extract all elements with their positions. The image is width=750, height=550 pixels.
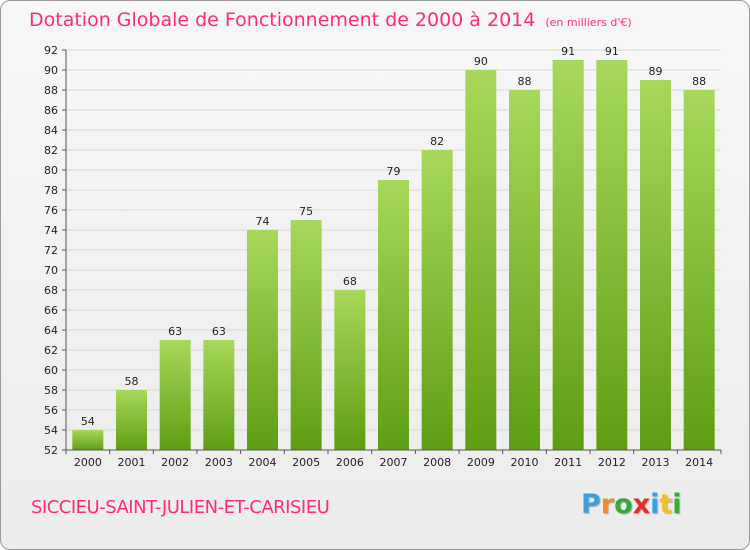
value-label-2007: 79	[387, 165, 401, 178]
y-tick-label: 84	[44, 124, 58, 137]
y-tick-label: 62	[44, 344, 58, 357]
value-label-2001: 58	[125, 375, 139, 388]
chart-title-text: Dotation Globale de Fonctionnement de 20…	[29, 9, 536, 31]
y-tick-label: 76	[44, 204, 58, 217]
bar-2013	[640, 80, 671, 450]
x-tick-label-2001: 2001	[118, 456, 146, 469]
bar-2009	[465, 70, 497, 450]
y-tick-label: 80	[44, 164, 58, 177]
x-tick-label-2000: 2000	[74, 456, 102, 469]
value-label-2013: 89	[649, 65, 663, 78]
axes	[65, 50, 721, 451]
logo-letter: P	[581, 489, 601, 520]
y-tick-label: 66	[44, 304, 58, 317]
value-label-2010: 88	[518, 75, 532, 88]
y-tick-label: 72	[44, 244, 58, 257]
proxiti-logo: Proxiti	[581, 489, 682, 520]
bar-2002	[159, 340, 191, 450]
y-tick-label: 56	[44, 404, 58, 417]
chart-subtitle: (en milliers d'€)	[545, 16, 632, 29]
value-label-2002: 63	[168, 325, 182, 338]
y-tick-label: 52	[44, 444, 58, 457]
bar-2008	[421, 150, 453, 450]
x-tick-label-2014: 2014	[685, 456, 713, 469]
bar-2005	[290, 220, 322, 450]
bar-2012	[596, 60, 628, 450]
y-tick-label: 54	[44, 424, 58, 437]
value-label-2006: 68	[343, 275, 357, 288]
x-tick-label-2006: 2006	[336, 456, 364, 469]
x-axis-ticks: 2000 2001 2002 2003 2004 2005 2006 2007 2008 2009…	[65, 450, 722, 469]
x-tick-label-2009: 2009	[467, 456, 495, 469]
logo-letter: o	[614, 489, 633, 520]
bar-2007	[378, 180, 409, 450]
chart-title: Dotation Globale de Fonctionnement de 20…	[29, 9, 632, 31]
logo-letter: r	[600, 489, 615, 520]
y-tick-label: 92	[44, 44, 58, 57]
value-label-2000: 54	[81, 415, 95, 428]
value-label-2004: 74	[256, 215, 270, 228]
bar-2004	[247, 230, 278, 450]
bars	[72, 60, 715, 450]
y-tick-label: 86	[44, 104, 58, 117]
x-tick-label-2002: 2002	[161, 456, 189, 469]
y-tick-label: 60	[44, 364, 58, 377]
y-tick-label: 70	[44, 264, 58, 277]
x-tick-label-2011: 2011	[554, 456, 582, 469]
value-labels: 54 58 63 63 74 75 68 79 82 90 88 91 91 89 88	[81, 45, 706, 428]
bar-2000	[72, 430, 104, 450]
value-label-2003: 63	[212, 325, 226, 338]
y-tick-label: 82	[44, 144, 58, 157]
y-axis-ticks: 52 54 56 58 60 62 64 66 68 70 72 74 76 78 80 82 84 86 88 90…	[44, 44, 66, 457]
value-label-2009: 90	[474, 55, 488, 68]
value-label-2011: 91	[561, 45, 575, 58]
y-tick-label: 90	[44, 64, 58, 77]
y-tick-label: 68	[44, 284, 58, 297]
bar-2010	[509, 90, 540, 450]
logo-letter: i	[672, 489, 682, 520]
x-tick-label-2003: 2003	[205, 456, 233, 469]
logo-letter: t	[659, 489, 673, 520]
bar-2014	[683, 90, 715, 450]
bar-2011	[552, 60, 584, 450]
y-tick-label: 88	[44, 84, 58, 97]
y-tick-label: 64	[44, 324, 58, 337]
x-tick-label-2007: 2007	[380, 456, 408, 469]
x-tick-label-2008: 2008	[423, 456, 451, 469]
y-tick-label: 78	[44, 184, 58, 197]
x-tick-label-2012: 2012	[598, 456, 626, 469]
value-label-2008: 82	[430, 135, 444, 148]
commune-name: SICCIEU-SAINT-JULIEN-ET-CARISIEU	[31, 497, 330, 518]
x-tick-label-2010: 2010	[511, 456, 539, 469]
bar-2001	[116, 390, 147, 450]
x-tick-label-2004: 2004	[249, 456, 277, 469]
y-tick-label: 74	[44, 224, 58, 237]
bar-2006	[334, 290, 366, 450]
logo-letter: i	[650, 489, 660, 520]
value-label-2014: 88	[692, 75, 706, 88]
x-tick-label-2005: 2005	[292, 456, 320, 469]
y-tick-label: 58	[44, 384, 58, 397]
value-label-2005: 75	[299, 205, 313, 218]
x-tick-label-2013: 2013	[642, 456, 670, 469]
value-label-2012: 91	[605, 45, 619, 58]
bar-2003	[203, 340, 235, 450]
logo-letter: x	[632, 489, 651, 520]
